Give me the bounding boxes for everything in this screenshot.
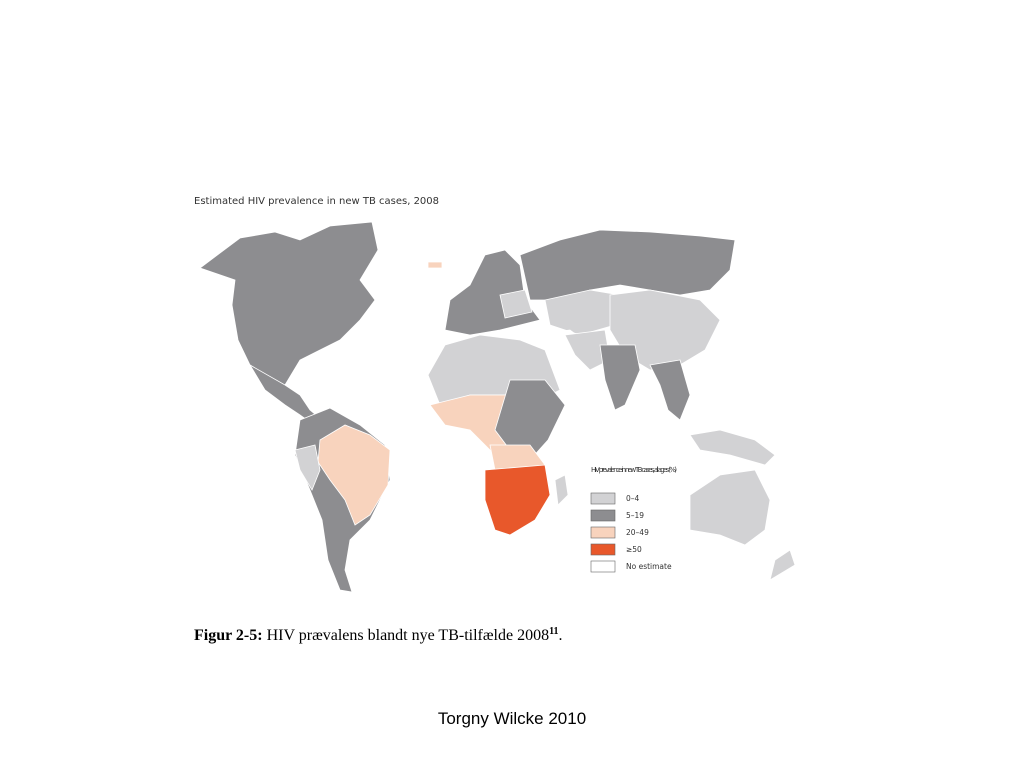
southeast-asia (649, 359, 691, 421)
iceland (427, 261, 443, 269)
legend-label: 20–49 (626, 528, 649, 537)
caption: Figur 2-5: HIV prævalens blandt nye TB-t… (194, 626, 563, 644)
legend-title-text: HIV prevalence in new TB cases, all ages… (591, 466, 677, 474)
australia (689, 469, 771, 546)
legend-title: HIV prevalence in new TB cases, all ages… (591, 466, 677, 474)
legend-swatch (590, 543, 616, 556)
new-zealand (769, 549, 796, 581)
madagascar (554, 474, 569, 506)
china (609, 289, 721, 371)
andes-light (294, 444, 321, 491)
caption-end: . (559, 627, 563, 644)
legend-swatch (590, 560, 616, 573)
iran-pak (564, 329, 611, 371)
india (599, 344, 641, 411)
legend-label: 0–4 (626, 494, 640, 503)
legend-label: 5–19 (626, 511, 644, 520)
caption-ref: 11 (549, 626, 558, 637)
legend-swatch (590, 526, 616, 539)
legend-label: No estimate (626, 562, 672, 571)
southern-africa (484, 464, 551, 536)
footer: Torgny Wilcke 2010 (438, 709, 586, 728)
north-america (199, 221, 379, 386)
indonesia (689, 429, 776, 466)
russia (519, 229, 736, 301)
ukraine (499, 289, 533, 319)
brazil (317, 424, 391, 526)
legend-label: ≥50 (626, 545, 642, 554)
caption-text: HIV prævalens blandt nye TB-tilfælde 200… (267, 627, 549, 644)
legend-swatch (590, 492, 616, 505)
legend-swatch (590, 509, 616, 522)
east-africa (494, 379, 566, 461)
greenland (379, 213, 451, 273)
legend: 0–4 5–19 20–49 ≥50 No estimate (590, 492, 672, 573)
map-title: Estimated HIV prevalence in new TB cases… (194, 196, 439, 207)
caption-label: Figur 2-5: (194, 627, 263, 644)
world-map (199, 213, 796, 593)
